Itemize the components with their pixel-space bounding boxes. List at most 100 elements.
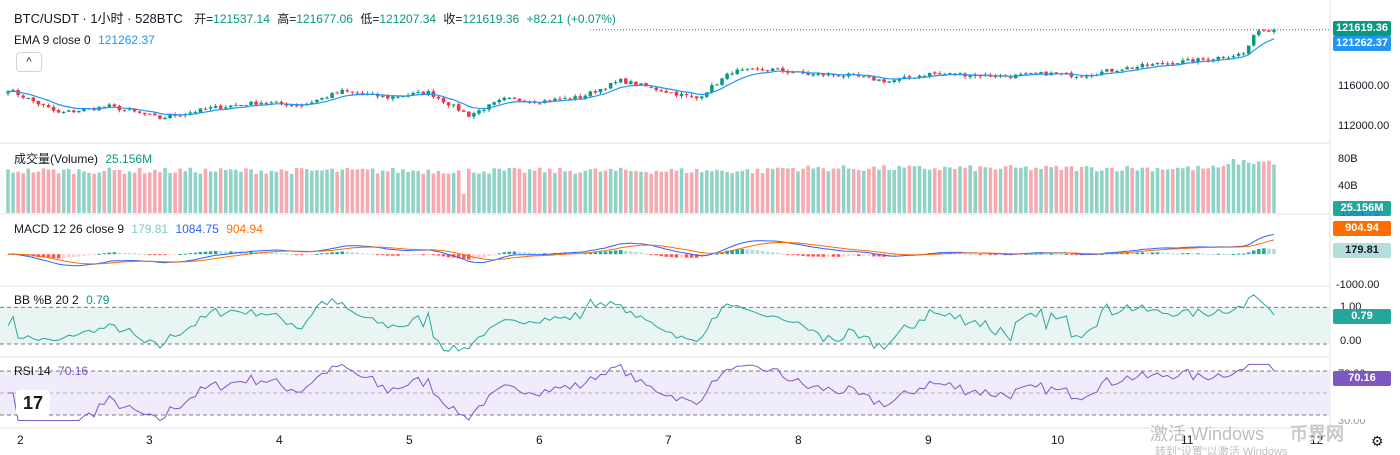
rsi-axis-top: 70.00	[1338, 365, 1366, 373]
volume-bar	[310, 170, 314, 213]
volume-bar	[745, 169, 750, 213]
rsi-legend[interactable]: RSI 14 70.16	[14, 363, 88, 379]
bb-pane[interactable]	[0, 294, 1330, 352]
volume-bar	[16, 171, 20, 213]
gear-icon[interactable]: ⚙	[1371, 433, 1384, 449]
volume-bar	[370, 168, 375, 213]
volume-bar	[1272, 164, 1276, 213]
volume-bar	[624, 169, 628, 213]
volume-bar	[426, 169, 431, 213]
candle-body	[1236, 53, 1241, 56]
volume-bar	[1150, 171, 1155, 213]
bb-legend[interactable]: BB %B 20 2 0.79	[14, 292, 109, 308]
macd-histogram-bar	[1262, 248, 1266, 255]
ema-value: 121262.37	[98, 33, 155, 47]
candle-body	[122, 109, 127, 111]
macd-histogram-bar	[689, 254, 694, 258]
macd-histogram-bar	[203, 251, 208, 255]
close-value: 121619.36	[462, 12, 520, 26]
volume-bar	[1236, 164, 1241, 213]
open-value: 121537.14	[213, 12, 270, 26]
chevron-up-icon[interactable]: ^	[16, 52, 42, 72]
macd-histogram-bar	[223, 251, 228, 255]
macd-histogram-bar	[1054, 253, 1059, 255]
candle-body	[1130, 67, 1134, 69]
candle-body	[330, 93, 334, 98]
volume-legend[interactable]: 成交量(Volume) 25.156M	[14, 151, 152, 167]
macd-histogram-bar	[836, 254, 841, 257]
volume-bar	[132, 172, 137, 213]
macd-histogram-bar	[229, 251, 233, 255]
candle-body	[1135, 66, 1140, 69]
time-axis-label: 9	[925, 433, 932, 447]
candle-body	[107, 104, 112, 107]
macd-histogram-bar	[1100, 254, 1104, 256]
candle-body	[836, 75, 841, 77]
volume-pane[interactable]	[6, 159, 1276, 213]
time-axis-label: 7	[665, 433, 672, 447]
time-axis-label: 5	[406, 433, 413, 447]
macd-histogram-bar	[993, 254, 998, 256]
candle-body	[1196, 58, 1200, 63]
symbol-title[interactable]: BTC/USDT · 1小时 · 528BTC	[14, 11, 183, 26]
macd-histogram-bar	[41, 254, 46, 258]
volume-bar	[1084, 166, 1089, 213]
candle-body	[1176, 63, 1180, 65]
rsi-pane[interactable]	[0, 363, 1330, 422]
candle-body	[1257, 30, 1261, 36]
macd-histogram-bar	[634, 252, 638, 255]
macd-pane[interactable]	[6, 234, 1276, 267]
volume-bar	[846, 168, 851, 213]
bb-band-fill	[0, 307, 1330, 344]
candle-body	[1105, 69, 1109, 72]
macd-histogram-bar	[1125, 252, 1129, 255]
volume-bar	[173, 172, 177, 213]
candle-body	[507, 97, 512, 99]
main-price-pane[interactable]	[6, 28, 1276, 120]
volume-bar	[568, 170, 572, 213]
macd-histogram-bar	[1231, 253, 1236, 255]
macd-histogram-bar	[892, 254, 896, 257]
candle-body	[502, 97, 507, 101]
volume-bar	[451, 172, 456, 213]
volume-bar	[279, 169, 284, 213]
candle-body	[1262, 30, 1266, 32]
volume-bar	[791, 167, 795, 213]
bb-tag: 0.79	[1333, 309, 1391, 324]
macd-histogram-bar	[391, 254, 395, 256]
candle-body	[132, 108, 137, 112]
macd-histogram-bar	[173, 254, 177, 256]
volume-bar	[998, 168, 1003, 213]
volume-bar	[1211, 165, 1216, 213]
macd-histogram-bar	[775, 252, 780, 255]
symbol-legend[interactable]: BTC/USDT · 1小时 · 528BTC 开=121537.14 高=12…	[14, 11, 616, 27]
candle-body	[426, 91, 431, 96]
candle-body	[461, 110, 466, 112]
macd-histogram-bar	[137, 253, 142, 255]
candle-body	[163, 117, 167, 120]
macd-histogram-bar	[735, 249, 739, 255]
candle-body	[603, 88, 608, 90]
macd-histogram-bar	[1019, 254, 1023, 256]
change-value: +82.21 (+0.07%)	[526, 12, 616, 26]
macd-histogram-bar	[1211, 253, 1216, 255]
macd-histogram-bar	[401, 254, 405, 256]
volume-bar	[872, 166, 876, 213]
time-axis-label: 3	[146, 433, 153, 447]
volume-bar	[31, 172, 36, 213]
volume-bar	[82, 171, 86, 213]
tradingview-logo[interactable]: 17	[16, 390, 50, 416]
volume-bar	[213, 171, 218, 213]
ema-legend[interactable]: EMA 9 close 0 121262.37	[14, 32, 155, 48]
candle-body	[380, 95, 385, 97]
macd-histogram-bar	[340, 251, 344, 255]
macd-histogram-bar	[370, 253, 375, 255]
volume-bar	[705, 170, 709, 213]
volume-bar	[993, 169, 998, 213]
macd-legend[interactable]: MACD 12 26 close 9 179.81 1084.75 904.94	[14, 221, 263, 237]
volume-bar	[365, 169, 370, 213]
macd-histogram-bar	[1176, 253, 1180, 255]
candle-body	[1100, 71, 1104, 75]
macd-histogram-bar	[446, 254, 451, 258]
